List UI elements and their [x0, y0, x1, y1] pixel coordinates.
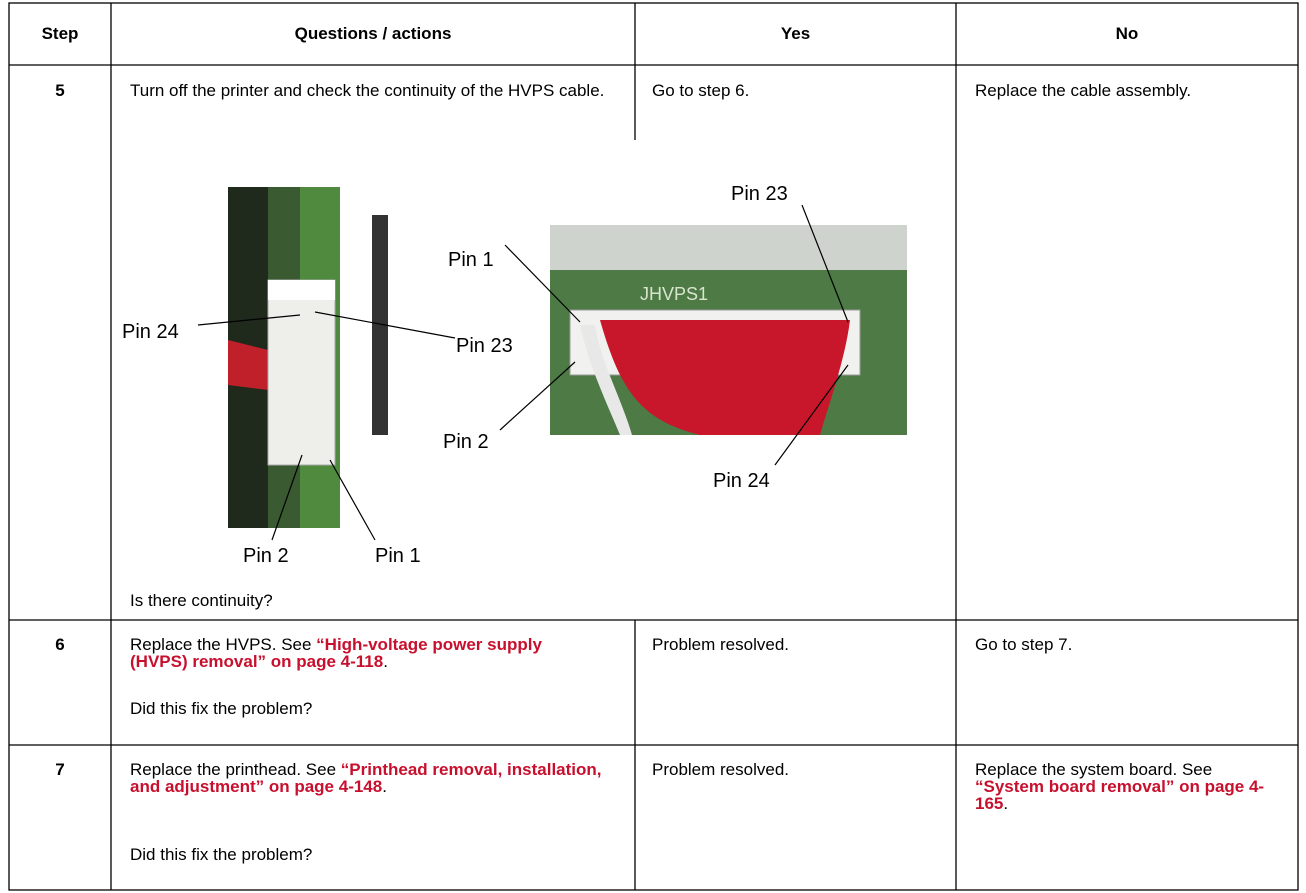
- text: .: [383, 652, 388, 671]
- step-number: 6: [55, 635, 65, 654]
- yes-text: Problem resolved.: [652, 760, 790, 779]
- left-photo: [228, 187, 388, 528]
- header-cell: No: [1115, 24, 1139, 43]
- step-number: 7: [55, 760, 65, 779]
- pin-label: Pin 2: [243, 545, 289, 567]
- pin-labels: Pin 24 Pin 23 Pin 2 Pin 1 Pin 1 Pin 23 P…: [122, 183, 788, 567]
- pin-label: Pin 1: [375, 545, 421, 567]
- question-text: Did this fix the problem?: [130, 699, 313, 718]
- no-text: Replace the system board. See “System bo…: [975, 761, 1285, 812]
- pin-label: Pin 1: [448, 249, 494, 271]
- yes-text: Problem resolved.: [652, 635, 790, 654]
- pin-label: Pin 23: [456, 335, 513, 357]
- text: Replace the printhead. See: [130, 760, 341, 779]
- pin-label: Pin 24: [122, 321, 179, 343]
- header-cell: Yes: [780, 24, 811, 43]
- table-borders: [8, 2, 1299, 891]
- question-text: Is there continuity?: [130, 591, 273, 610]
- question-text: Replace the printhead. See “Printhead re…: [130, 761, 620, 795]
- pin-label: Pin 24: [713, 470, 770, 492]
- board-marking: JHVPS1: [640, 284, 708, 304]
- header-cell: Step: [41, 24, 79, 43]
- text: .: [1003, 794, 1009, 813]
- yes-text: Go to step 6.: [652, 81, 750, 100]
- link[interactable]: “Printhead removal, installation, and ad…: [130, 760, 602, 796]
- no-text: Replace the cable assembly.: [975, 81, 1192, 100]
- question-text: Turn off the printer and check the conti…: [130, 81, 605, 100]
- header-cell: Questions / actions: [294, 24, 452, 43]
- link[interactable]: “System board removal” on page 4-165: [975, 777, 1265, 813]
- text: .: [382, 777, 387, 796]
- text: Replace the HVPS. See: [130, 635, 317, 654]
- no-text: Go to step 7.: [975, 635, 1073, 654]
- link[interactable]: “High-voltage power supply (HVPS) remova…: [130, 635, 542, 671]
- pin-leader-lines: [197, 204, 849, 541]
- right-photo: [550, 225, 907, 435]
- question-text: Did this fix the problem?: [130, 845, 313, 864]
- pin-label: Pin 2: [443, 431, 489, 453]
- step-number: 5: [55, 81, 65, 100]
- text: Replace the system board. See: [975, 760, 1213, 779]
- pin-label: Pin 23: [731, 183, 788, 205]
- question-text: Replace the HVPS. See “High-voltage powe…: [130, 636, 600, 670]
